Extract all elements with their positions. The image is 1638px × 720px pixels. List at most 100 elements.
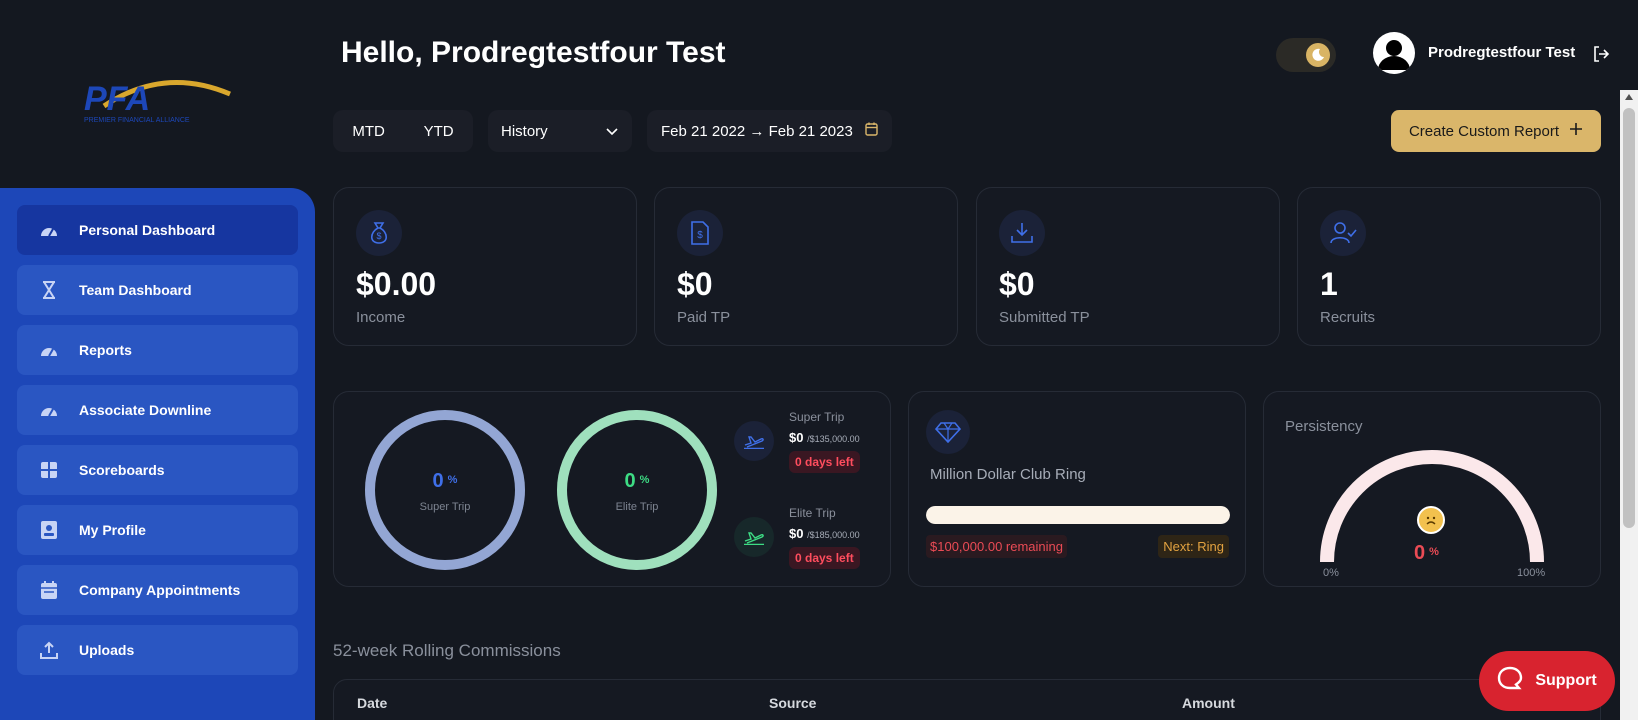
ring-next-badge: Next: Ring: [1158, 535, 1229, 558]
logo-subtext: PREMIER FINANCIAL ALLIANCE: [84, 117, 190, 124]
logo-text: PFA: [84, 80, 150, 118]
calendar-icon: [39, 580, 59, 600]
persistency-percent: 0%: [1414, 542, 1439, 564]
table-header-amount[interactable]: Amount: [1182, 695, 1235, 711]
sidebar-item-label: Scoreboards: [79, 462, 165, 478]
hourglass-icon: [39, 280, 59, 300]
super-trip-ring-label: 0% Super Trip: [370, 470, 520, 513]
elite-trip-percent: 0%: [624, 470, 650, 492]
gauge-icon: [39, 400, 59, 420]
diamond-icon: [926, 410, 970, 454]
sidebar-item-label: Reports: [79, 342, 132, 358]
chat-bubble-icon: [1497, 666, 1523, 697]
invoice-icon: $: [677, 210, 723, 256]
ring-title: Million Dollar Club Ring: [930, 466, 1086, 483]
sidebar-item-uploads[interactable]: Uploads: [17, 625, 298, 675]
svg-text:$: $: [697, 230, 703, 241]
stat-value: 1: [1320, 266, 1338, 302]
history-select[interactable]: History: [488, 110, 632, 152]
plane-takeoff-icon: [734, 517, 774, 557]
ring-progress-bar: [926, 506, 1230, 524]
commissions-title: 52-week Rolling Commissions: [333, 641, 561, 660]
table-header-source[interactable]: Source: [769, 695, 817, 711]
download-tray-icon: [999, 210, 1045, 256]
date-range-picker[interactable]: Feb 21 2022 → Feb 21 2023: [647, 110, 892, 152]
elite-trip-amount: $0 /$185,000.00: [789, 526, 860, 541]
page-title: Hello, Prodregtestfour Test: [341, 36, 726, 69]
sidebar-item-personal-dashboard[interactable]: Personal Dashboard: [17, 205, 298, 255]
create-custom-report-button[interactable]: Create Custom Report: [1391, 110, 1601, 152]
calendar-icon: [865, 122, 878, 140]
sidebar-item-label: Uploads: [79, 642, 135, 658]
history-select-value: History: [501, 122, 548, 140]
super-trip-ring-caption: Super Trip: [419, 501, 471, 513]
svg-text:$: $: [376, 231, 381, 241]
stat-label: Submitted TP: [999, 309, 1090, 326]
sidebar-item-label: My Profile: [79, 522, 146, 538]
stat-value: $0.00: [356, 266, 437, 302]
scrollbar-thumb[interactable]: [1623, 108, 1635, 528]
stat-value: $0: [999, 266, 1035, 302]
elite-trip-ring-caption: Elite Trip: [615, 501, 659, 513]
elite-trip-days-left: 0 days left: [789, 547, 860, 569]
ring-progress-fill: [926, 506, 1230, 524]
pfa-logo: PFA PREMIER FINANCIAL ALLIANCE: [84, 70, 234, 130]
sidebar-item-label: Personal Dashboard: [79, 222, 216, 238]
gauge-max-label: 100%: [1517, 567, 1546, 579]
theme-toggle[interactable]: [1276, 38, 1336, 72]
stat-label: Paid TP: [677, 309, 731, 326]
sidebar-item-label: Company Appointments: [79, 582, 241, 598]
stat-card-paid-tp: $ $0 Paid TP: [654, 187, 958, 346]
persistency-card: Persistency 0% 0% 100%: [1263, 391, 1601, 587]
sidebar-item-label: Team Dashboard: [79, 282, 192, 298]
grid-icon: [39, 460, 59, 480]
trips-card: 0% Super Trip 0% Elite Trip Super Trip $…: [333, 391, 891, 587]
million-dollar-ring-card: Million Dollar Club Ring $100,000.00 rem…: [908, 391, 1246, 587]
page-scrollbar[interactable]: [1620, 90, 1638, 720]
username: Prodregtestfour Test: [1428, 44, 1576, 61]
sidebar-item-associate-downline[interactable]: Associate Downline: [17, 385, 298, 435]
upload-icon: [39, 640, 59, 660]
persistency-gauge-track: [1320, 450, 1544, 563]
period-toggle: MTD YTD: [333, 110, 473, 152]
sidebar-item-company-appointments[interactable]: Company Appointments: [17, 565, 298, 615]
scroll-up-arrow-icon[interactable]: [1625, 94, 1633, 100]
super-trip-ring: [365, 410, 525, 570]
super-trip-title: Super Trip: [789, 410, 845, 424]
stat-label: Recruits: [1320, 309, 1376, 326]
table-header-date[interactable]: Date: [357, 695, 388, 711]
stat-card-submitted-tp: $0 Submitted TP: [976, 187, 1280, 346]
elite-trip-ring-label: 0% Elite Trip: [562, 470, 712, 513]
stat-card-income: $ $0.00 Income: [333, 187, 637, 346]
super-trip-percent: 0%: [432, 470, 458, 492]
super-trip-summary: Super Trip $0 /$135,000.00 0 days left: [789, 410, 939, 473]
support-button[interactable]: Support: [1479, 651, 1615, 711]
sidebar: Personal Dashboard Team Dashboard Report…: [0, 188, 315, 720]
ytd-button[interactable]: YTD: [423, 122, 454, 140]
plus-icon: [1569, 122, 1583, 140]
date-range-value: Feb 21 2022 → Feb 21 2023: [661, 122, 853, 140]
elite-trip-title: Elite Trip: [789, 506, 836, 520]
sidebar-item-my-profile[interactable]: My Profile: [17, 505, 298, 555]
logout-icon[interactable]: [1592, 45, 1610, 63]
stat-card-recruits: 1 Recruits: [1297, 187, 1601, 346]
support-label: Support: [1535, 672, 1597, 689]
moon-icon: [1306, 43, 1330, 67]
id-card-icon: [39, 520, 59, 540]
super-trip-days-left: 0 days left: [789, 451, 860, 473]
mtd-button[interactable]: MTD: [352, 122, 385, 140]
gauge-icon: [39, 340, 59, 360]
sidebar-item-team-dashboard[interactable]: Team Dashboard: [17, 265, 298, 315]
stat-label: Income: [356, 309, 406, 326]
sidebar-item-reports[interactable]: Reports: [17, 325, 298, 375]
gauge-icon: [39, 220, 59, 240]
sad-face-icon: [1417, 506, 1445, 534]
sidebar-item-label: Associate Downline: [79, 402, 212, 418]
chevron-down-icon: [606, 123, 618, 140]
commissions-table: Date Source Amount: [333, 679, 1601, 720]
ring-remaining-badge: $100,000.00 remaining: [926, 535, 1067, 558]
elite-trip-summary: Elite Trip $0 /$185,000.00 0 days left: [789, 506, 939, 569]
sidebar-item-scoreboards[interactable]: Scoreboards: [17, 445, 298, 495]
plane-takeoff-icon: [734, 421, 774, 461]
avatar[interactable]: [1373, 32, 1415, 74]
